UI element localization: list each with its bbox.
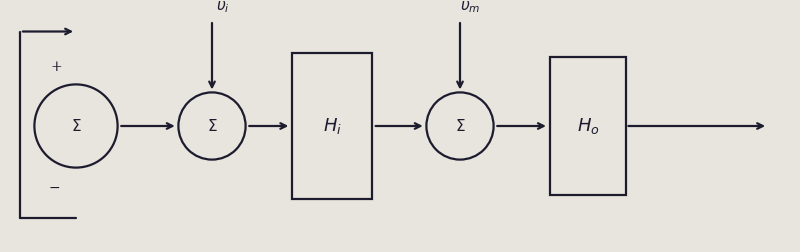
Text: $\Sigma$: $\Sigma$ xyxy=(454,118,466,134)
Text: +: + xyxy=(50,60,62,74)
Text: $H_o$: $H_o$ xyxy=(577,116,599,136)
Bar xyxy=(292,53,372,199)
Text: $\upsilon_m$: $\upsilon_m$ xyxy=(460,0,481,15)
Text: $\Sigma$: $\Sigma$ xyxy=(70,118,82,134)
Text: $H_i$: $H_i$ xyxy=(322,116,342,136)
Text: $\Sigma$: $\Sigma$ xyxy=(206,118,218,134)
Bar xyxy=(550,57,626,195)
Text: −: − xyxy=(49,181,60,195)
Text: $\upsilon_i$: $\upsilon_i$ xyxy=(215,0,230,15)
